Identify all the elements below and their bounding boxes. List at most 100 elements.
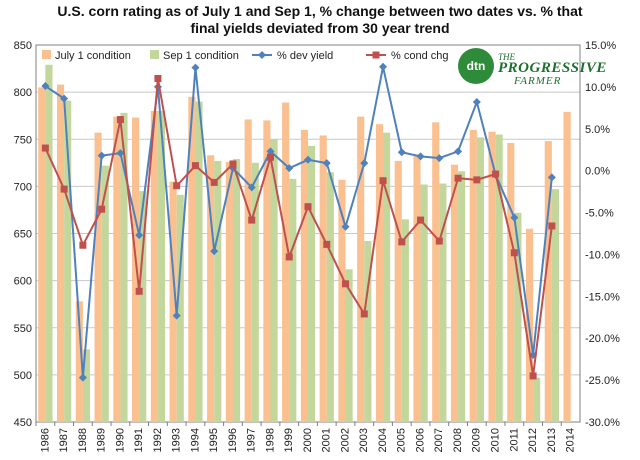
bar-july-1-condition (563, 111, 571, 422)
point--dev-yield (454, 147, 463, 156)
point--dev-yield (247, 183, 256, 192)
point--dev-yield (435, 154, 444, 163)
x-axis-tick-label: 1993 (171, 428, 183, 452)
point--cond-chg (229, 160, 237, 168)
x-axis-tick-label: 2005 (396, 428, 408, 452)
bar-july-1-condition (132, 117, 140, 422)
x-axis-tick-label: 1986 (39, 428, 51, 452)
bar-sep-1-condition (458, 171, 466, 422)
point--cond-chg (304, 203, 312, 211)
bar-sep-1-condition (495, 134, 503, 422)
legend-label: % cond chg (391, 50, 448, 62)
x-axis-tick-label: 1997 (246, 428, 258, 452)
left-axis-tick-label: 700 (14, 181, 32, 193)
point--dev-yield (397, 148, 406, 157)
point--dev-yield (360, 159, 369, 168)
bar-july-1-condition (282, 102, 290, 423)
point--dev-yield (78, 373, 87, 382)
bar-sep-1-condition (326, 172, 334, 422)
x-axis-tick-label: 1991 (133, 428, 145, 452)
right-axis-tick-label: 15.0% (585, 40, 616, 52)
bar-july-1-condition (57, 84, 65, 423)
point--cond-chg (473, 176, 481, 184)
point--cond-chg (454, 174, 462, 182)
bar-july-1-condition (432, 122, 440, 422)
bar-july-1-condition (375, 124, 384, 423)
point--cond-chg (379, 177, 387, 185)
x-axis-tick-label: 2004 (377, 428, 389, 452)
x-axis-tick-label: 2011 (508, 428, 520, 452)
progressive-farmer-logo: dtn THE PROGRESSIVE FARMER (458, 46, 606, 87)
x-axis-tick-label: 1992 (152, 428, 164, 452)
bar-sep-1-condition (551, 189, 559, 422)
x-axis-tick-label: 1988 (77, 428, 89, 452)
bar-sep-1-condition (439, 183, 447, 422)
point--cond-chg (492, 170, 500, 178)
point--dev-yield (322, 159, 331, 168)
point--dev-yield (472, 97, 481, 106)
bar-sep-1-condition (270, 139, 278, 422)
x-axis-tick-label: 2002 (339, 428, 351, 452)
bar-sep-1-condition (420, 184, 428, 422)
point--cond-chg (266, 153, 274, 161)
bar-july-1-condition (488, 131, 496, 422)
legend-label: July 1 condition (55, 50, 131, 62)
bar-july-1-condition (75, 301, 83, 422)
bar-july-1-condition (150, 110, 158, 422)
point--cond-chg (398, 238, 406, 246)
bar-sep-1-condition (176, 194, 184, 422)
point--dev-yield (510, 213, 519, 222)
legend-marker (372, 51, 380, 59)
logo-text-the: THE (498, 52, 516, 62)
x-axis-tick-label: 2010 (489, 428, 501, 452)
bar-july-1-condition (94, 132, 102, 422)
point--cond-chg (41, 144, 49, 152)
left-axis-tick-label: 650 (14, 229, 32, 241)
bar-july-1-condition (225, 161, 233, 422)
point--cond-chg (510, 249, 518, 257)
bar-sep-1-condition (214, 160, 222, 423)
point--cond-chg (529, 372, 537, 380)
x-axis-tick-label: 2006 (414, 428, 426, 452)
point--cond-chg (98, 205, 106, 213)
bar-sep-1-condition (120, 112, 128, 423)
bar-sep-1-condition (533, 377, 541, 422)
x-axis-tick-label: 1987 (58, 428, 70, 452)
bar-sep-1-condition (101, 165, 109, 422)
point--cond-chg (210, 178, 218, 186)
left-axis-tick-label: 600 (14, 276, 32, 288)
right-axis-tick-label: -15.0% (585, 291, 620, 303)
bar-sep-1-condition (364, 241, 372, 422)
logo-text-farmer: FARMER (514, 75, 562, 87)
point--dev-yield (416, 152, 425, 161)
point--dev-yield (266, 147, 275, 156)
point--dev-yield (41, 82, 50, 91)
legend-swatch (42, 50, 51, 59)
line--cond-chg (44, 78, 553, 377)
x-axis-tick-label: 2014 (565, 428, 577, 452)
bar-july-1-condition (300, 129, 308, 422)
point--cond-chg (548, 222, 556, 230)
right-axis-tick-label: 5.0% (585, 124, 610, 136)
logo-text-progressive: PROGRESSIVE (498, 60, 607, 76)
point--dev-yield (135, 231, 144, 240)
bar-july-1-condition (263, 120, 271, 423)
point--cond-chg (191, 162, 199, 170)
chart-title: U.S. corn rating as of July 1 and Sep 1,… (0, 3, 640, 37)
right-axis-tick-label: -10.0% (585, 249, 620, 261)
bar-july-1-condition (394, 160, 402, 423)
legend-swatch (150, 50, 159, 59)
bar-july-1-condition (169, 181, 177, 422)
x-axis-tick-label: 2001 (321, 428, 333, 452)
bar-sep-1-condition (401, 219, 409, 422)
point--dev-yield (379, 62, 388, 71)
point--dev-yield (116, 149, 125, 158)
x-axis-tick-label: 1996 (227, 428, 239, 452)
bar-sep-1-condition (195, 101, 203, 423)
bar-july-1-condition (113, 116, 121, 422)
bar-sep-1-condition (476, 137, 484, 423)
x-axis-tick-label: 2007 (433, 428, 445, 452)
bar-sep-1-condition (64, 100, 72, 423)
